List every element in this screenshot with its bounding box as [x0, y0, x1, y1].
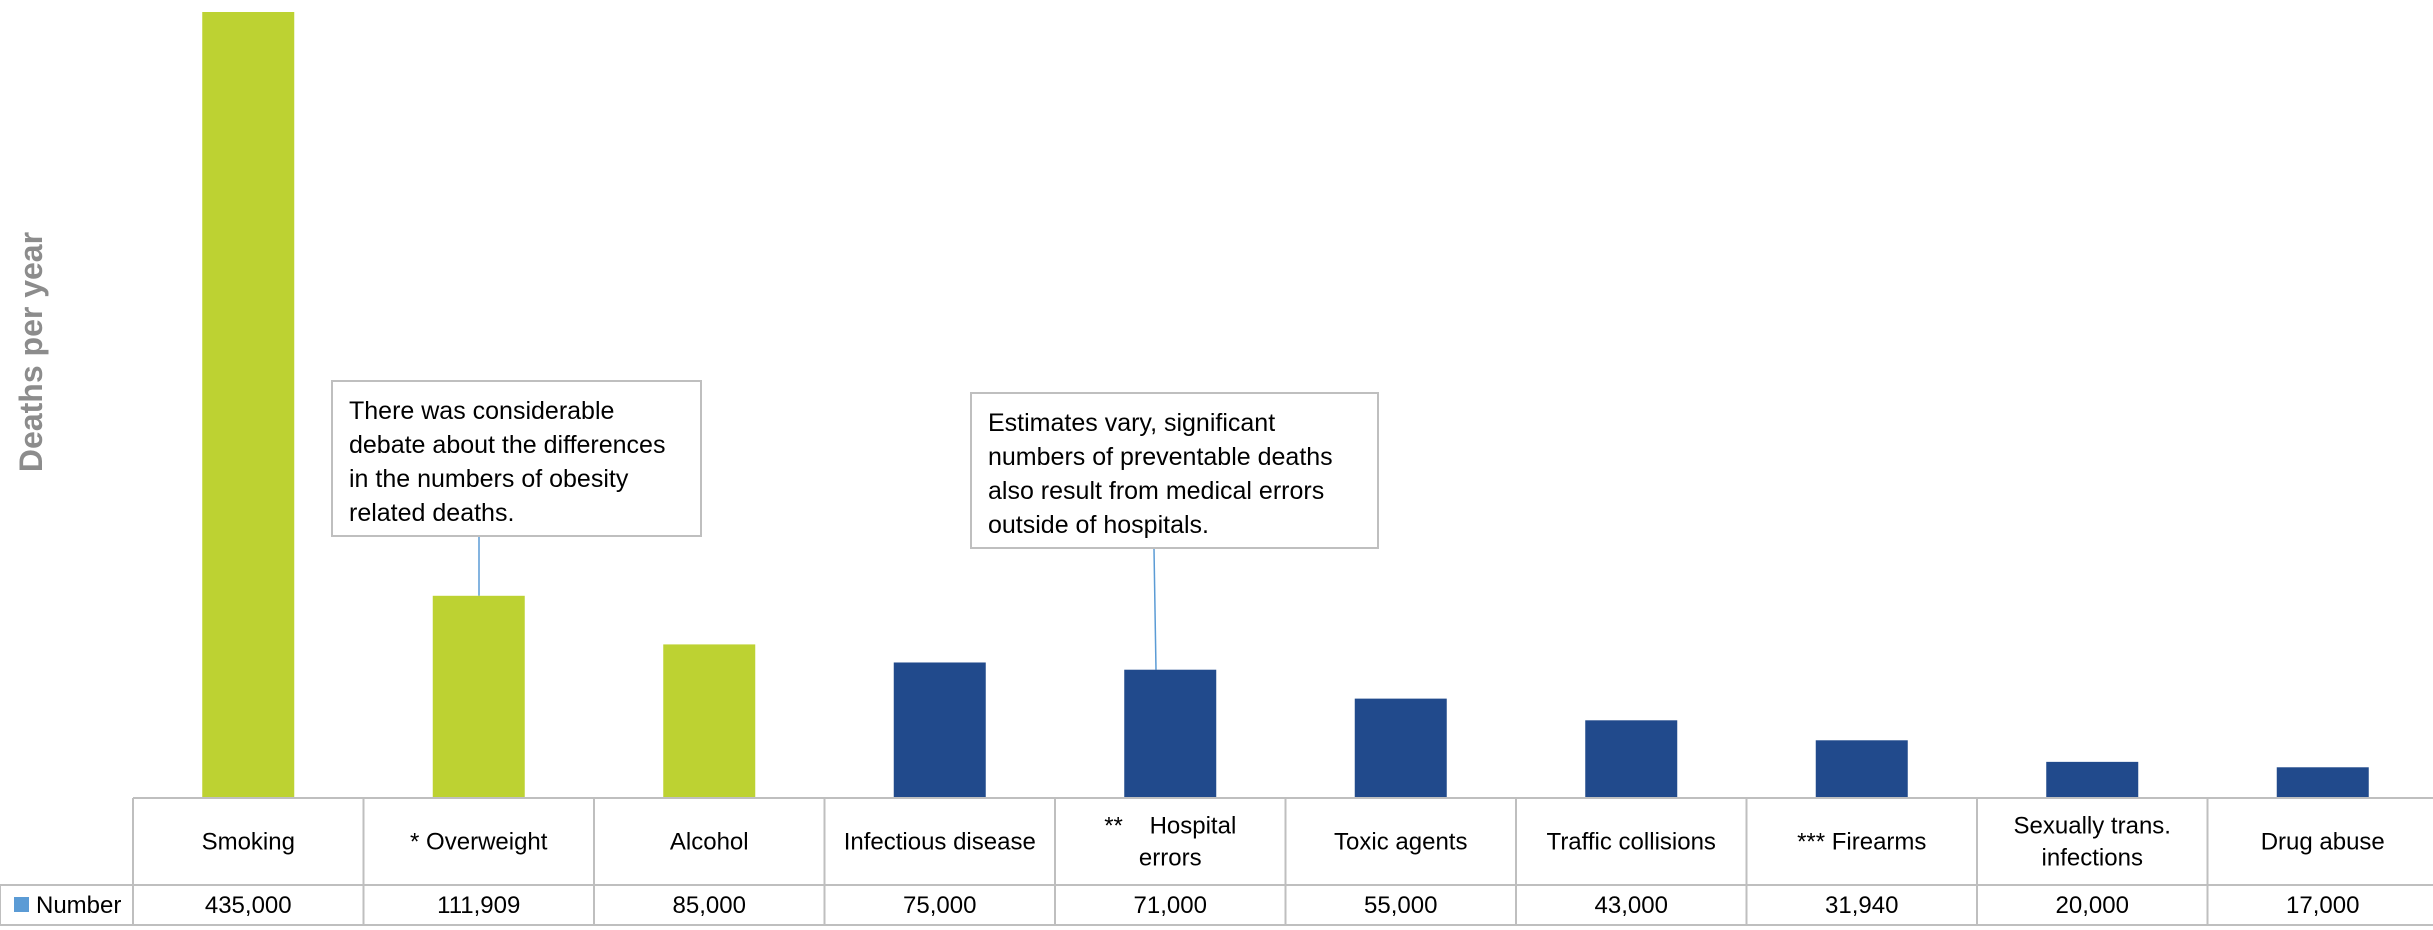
value-label-infectious-disease: 75,000 [903, 892, 976, 919]
tick-label-toxic-agents: Toxic agents [1334, 829, 1467, 856]
bar-firearms [1815, 740, 1908, 798]
tick-label-infectious-disease: Infectious disease [844, 829, 1036, 856]
value-label-alcohol: 85,000 [673, 892, 746, 919]
value-label-sexually-trans-infections: 20,000 [2056, 892, 2129, 919]
tick-label-smoking: Smoking [202, 829, 295, 856]
bars-group [202, 12, 2369, 798]
bar-alcohol [663, 644, 756, 798]
bar-smoking [202, 12, 295, 798]
annotation-hospital-errors: Estimates vary, significant numbers of p… [970, 392, 1379, 549]
bar-infectious-disease [893, 662, 986, 798]
tick-label-traffic-collisions: Traffic collisions [1547, 829, 1716, 856]
legend-marker [14, 897, 29, 912]
value-label-firearms: 31,940 [1825, 892, 1898, 919]
tick-label-sexually-trans-infections: Sexually trans. infections [2014, 813, 2171, 872]
tick-label-drug-abuse: Drug abuse [2261, 829, 2385, 856]
tick-label-overweight: * Overweight [410, 829, 548, 856]
bar-hospital-errors [1124, 669, 1217, 798]
value-label-toxic-agents: 55,000 [1364, 892, 1437, 919]
tick-label-hospital-errors: ** Hospital errors [1104, 813, 1236, 872]
y-axis-label: Deaths per year [13, 232, 49, 472]
annotation-leader-lines [478, 537, 1157, 670]
bar-traffic-collisions [1585, 720, 1678, 798]
value-label-smoking: 435,000 [205, 892, 292, 919]
bar-toxic-agents [1354, 698, 1447, 798]
bar-drug-abuse [2276, 767, 2369, 798]
value-label-traffic-collisions: 43,000 [1595, 892, 1668, 919]
data-table: Smoking * Overweight Alcohol Infectious dis… [0, 797, 2433, 926]
value-label-hospital-errors: 71,000 [1134, 892, 1207, 919]
tick-label-alcohol: Alcohol [670, 829, 749, 856]
series-label-number: Number [36, 892, 121, 919]
annotation-overweight: There was considerable debate about the … [331, 380, 702, 537]
value-label-drug-abuse: 17,000 [2286, 892, 2359, 919]
bar-sexually-trans-infections [2046, 761, 2139, 798]
leader-line-hospital-errors [1153, 548, 1157, 670]
bar-overweight [432, 595, 525, 798]
tick-label-firearms: *** Firearms [1797, 829, 1926, 856]
value-label-overweight: 111,909 [437, 892, 520, 919]
